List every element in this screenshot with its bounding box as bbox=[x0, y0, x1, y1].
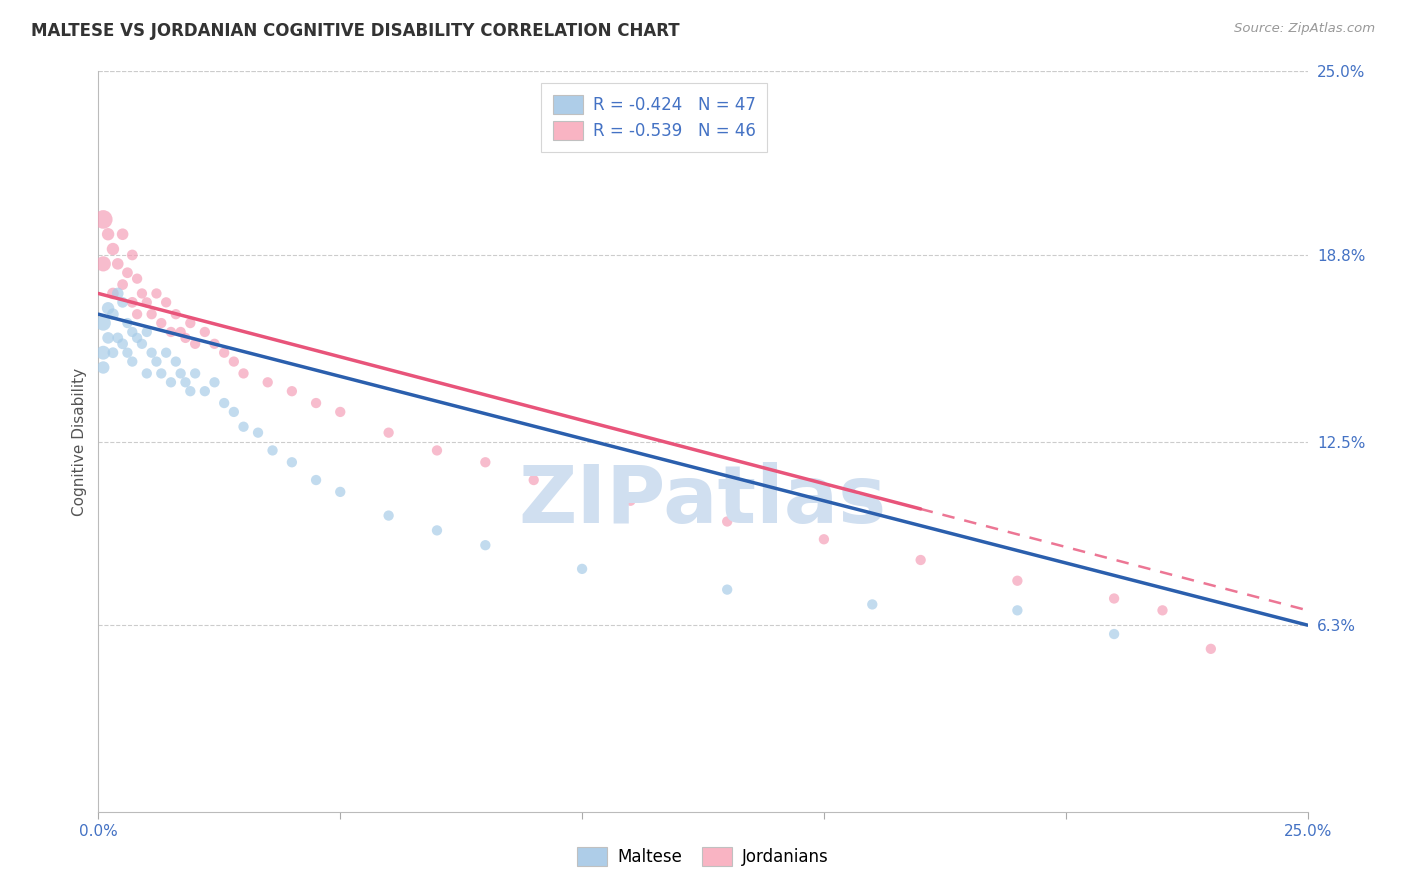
Point bbox=[329, 484, 352, 499]
Point bbox=[150, 367, 173, 381]
Point bbox=[256, 376, 278, 390]
Point bbox=[111, 295, 134, 310]
Point bbox=[121, 354, 143, 368]
Point bbox=[232, 419, 254, 434]
Point bbox=[174, 331, 197, 345]
Point bbox=[204, 336, 226, 351]
Point bbox=[131, 336, 153, 351]
Point bbox=[194, 325, 217, 339]
Point bbox=[860, 598, 883, 612]
Point bbox=[107, 286, 129, 301]
Point bbox=[179, 384, 201, 399]
Point bbox=[117, 316, 139, 330]
Point bbox=[1007, 603, 1029, 617]
Point bbox=[232, 367, 254, 381]
Point bbox=[619, 493, 641, 508]
Point bbox=[91, 345, 114, 359]
Point bbox=[179, 316, 201, 330]
Point bbox=[377, 425, 399, 440]
Point bbox=[474, 455, 496, 469]
Point bbox=[101, 345, 124, 359]
Point bbox=[127, 271, 149, 285]
Point bbox=[97, 331, 120, 345]
Point bbox=[571, 562, 593, 576]
Point bbox=[107, 331, 129, 345]
Point bbox=[135, 295, 157, 310]
Point bbox=[141, 307, 163, 321]
Point bbox=[101, 286, 124, 301]
Point bbox=[212, 345, 235, 359]
Point bbox=[117, 345, 139, 359]
Point bbox=[145, 286, 167, 301]
Point bbox=[111, 227, 134, 242]
Point bbox=[165, 354, 187, 368]
Text: MALTESE VS JORDANIAN COGNITIVE DISABILITY CORRELATION CHART: MALTESE VS JORDANIAN COGNITIVE DISABILIT… bbox=[31, 22, 679, 40]
Point bbox=[121, 295, 143, 310]
Point bbox=[426, 524, 449, 538]
Point bbox=[160, 325, 183, 339]
Point bbox=[194, 384, 217, 399]
Point bbox=[127, 307, 149, 321]
Point bbox=[305, 396, 328, 410]
Point bbox=[1199, 641, 1222, 656]
Point bbox=[222, 405, 245, 419]
Point bbox=[222, 354, 245, 368]
Point bbox=[121, 248, 143, 262]
Point bbox=[91, 360, 114, 375]
Point bbox=[247, 425, 270, 440]
Point bbox=[716, 515, 738, 529]
Point bbox=[426, 443, 449, 458]
Point bbox=[91, 212, 114, 227]
Point bbox=[127, 331, 149, 345]
Point bbox=[523, 473, 546, 487]
Point bbox=[174, 376, 197, 390]
Point bbox=[155, 295, 177, 310]
Point bbox=[91, 316, 114, 330]
Point bbox=[121, 325, 143, 339]
Point bbox=[305, 473, 328, 487]
Point bbox=[910, 553, 932, 567]
Point bbox=[1152, 603, 1174, 617]
Point bbox=[160, 376, 183, 390]
Point bbox=[107, 257, 129, 271]
Point bbox=[150, 316, 173, 330]
Point bbox=[91, 257, 114, 271]
Point bbox=[169, 367, 191, 381]
Point bbox=[101, 242, 124, 256]
Point bbox=[184, 367, 207, 381]
Point bbox=[1007, 574, 1029, 588]
Point bbox=[111, 277, 134, 292]
Point bbox=[97, 301, 120, 316]
Point bbox=[262, 443, 284, 458]
Point bbox=[813, 533, 835, 547]
Point bbox=[145, 354, 167, 368]
Point bbox=[329, 405, 352, 419]
Point bbox=[165, 307, 187, 321]
Point bbox=[212, 396, 235, 410]
Point bbox=[97, 227, 120, 242]
Point bbox=[131, 286, 153, 301]
Point bbox=[101, 307, 124, 321]
Point bbox=[474, 538, 496, 552]
Point bbox=[716, 582, 738, 597]
Point bbox=[141, 345, 163, 359]
Point bbox=[117, 266, 139, 280]
Point bbox=[169, 325, 191, 339]
Y-axis label: Cognitive Disability: Cognitive Disability bbox=[72, 368, 87, 516]
Point bbox=[184, 336, 207, 351]
Text: ZIPatlas: ZIPatlas bbox=[519, 462, 887, 540]
Point bbox=[1102, 627, 1125, 641]
Point bbox=[111, 336, 134, 351]
Point bbox=[377, 508, 399, 523]
Point bbox=[281, 384, 304, 399]
Text: Source: ZipAtlas.com: Source: ZipAtlas.com bbox=[1234, 22, 1375, 36]
Point bbox=[281, 455, 304, 469]
Point bbox=[1102, 591, 1125, 606]
Point bbox=[204, 376, 226, 390]
Point bbox=[135, 325, 157, 339]
Point bbox=[135, 367, 157, 381]
Legend: R = -0.424   N = 47, R = -0.539   N = 46: R = -0.424 N = 47, R = -0.539 N = 46 bbox=[541, 83, 768, 152]
Point bbox=[155, 345, 177, 359]
Legend: Maltese, Jordanians: Maltese, Jordanians bbox=[571, 840, 835, 873]
